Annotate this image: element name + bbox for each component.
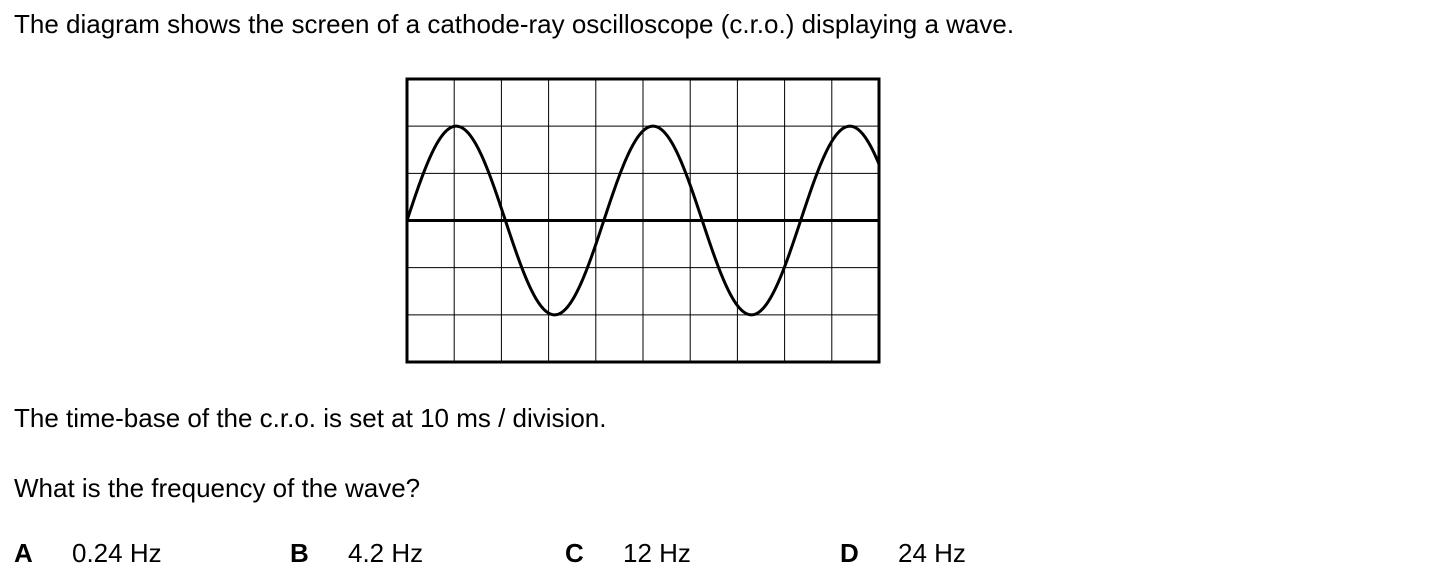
option-b-value: 4.2 Hz: [348, 538, 424, 568]
option-d[interactable]: D 24 Hz: [840, 538, 966, 568]
option-a-letter: A: [14, 538, 33, 568]
timebase-text: The time-base of the c.r.o. is set at 10…: [14, 403, 607, 433]
option-a-value: 0.24 Hz: [72, 538, 162, 568]
screen-border: [405, 77, 881, 364]
option-c-letter: C: [565, 538, 584, 568]
option-b[interactable]: B 4.2 Hz: [290, 538, 423, 568]
question-text: What is the frequency of the wave?: [14, 473, 421, 503]
option-c-value: 12 Hz: [623, 538, 691, 568]
option-c[interactable]: C 12 Hz: [565, 538, 691, 568]
option-d-letter: D: [840, 538, 859, 568]
option-b-letter: B: [290, 538, 309, 568]
oscilloscope-screen: [405, 77, 881, 364]
option-a[interactable]: A 0.24 Hz: [14, 538, 162, 568]
intro-text: The diagram shows the screen of a cathod…: [14, 9, 1015, 39]
option-d-value: 24 Hz: [898, 538, 966, 568]
wave-trace: [405, 124, 881, 317]
